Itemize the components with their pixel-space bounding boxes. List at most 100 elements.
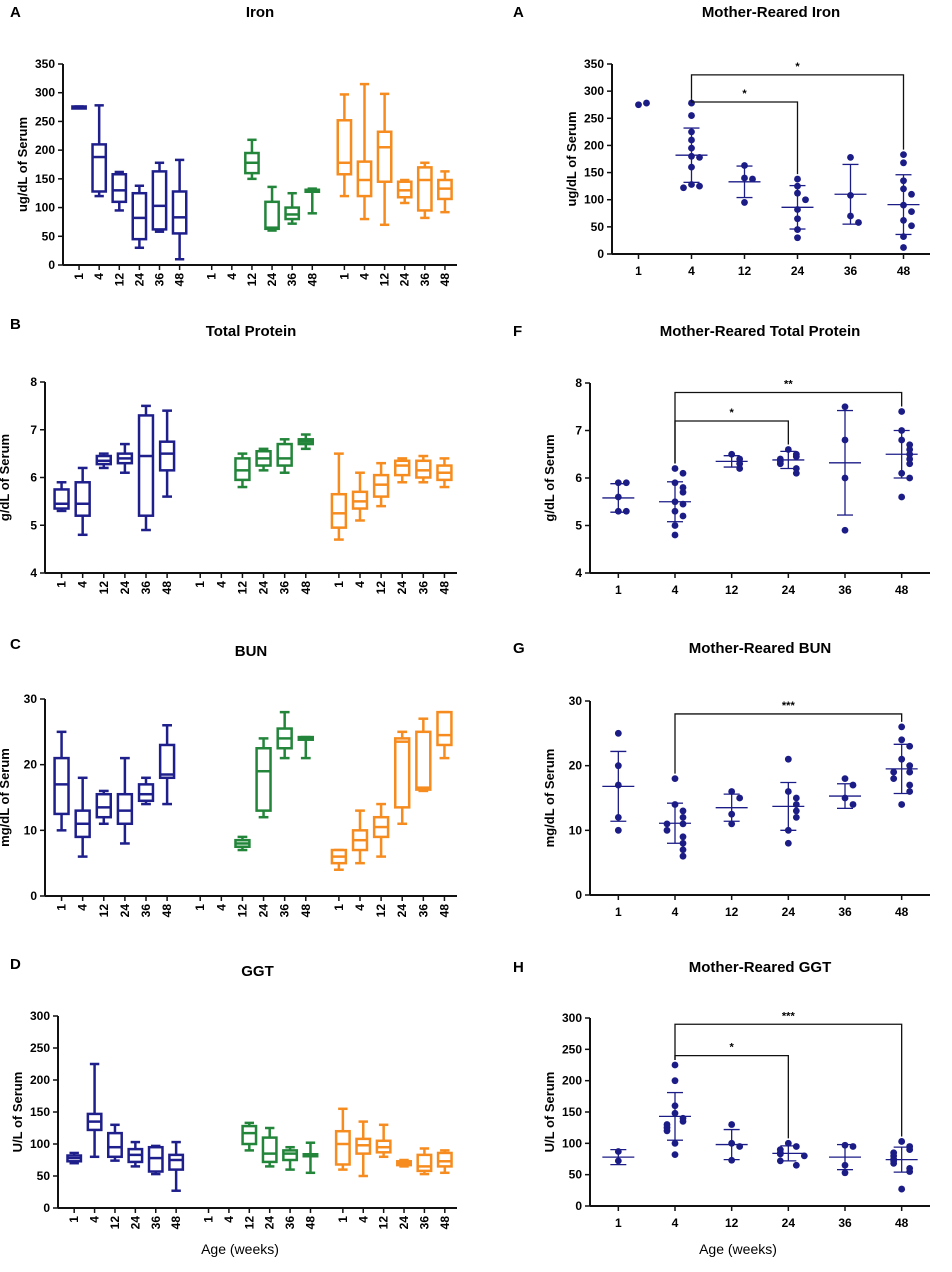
panel-letter: G bbox=[513, 640, 525, 657]
box-plot bbox=[74, 776, 91, 858]
x-tick-label: 36 bbox=[838, 905, 852, 919]
data-point bbox=[614, 826, 622, 834]
box-iqr bbox=[264, 200, 280, 231]
box-plot bbox=[376, 92, 393, 227]
x-tick-label: 1 bbox=[202, 1216, 216, 1223]
data-point bbox=[900, 177, 907, 185]
x-tick-label: 24 bbox=[128, 1216, 142, 1230]
box-iqr bbox=[276, 442, 293, 467]
box-plot bbox=[356, 82, 373, 221]
significance-bracket bbox=[674, 713, 903, 774]
box-plot bbox=[66, 1151, 83, 1165]
x-tick-label: 48 bbox=[173, 273, 187, 287]
x-tick-label: 48 bbox=[299, 581, 313, 595]
data-point bbox=[898, 436, 906, 444]
x-tick-label: 24 bbox=[791, 264, 805, 278]
box-plot bbox=[116, 442, 134, 474]
data-point bbox=[671, 1139, 679, 1147]
x-tick-label: 24 bbox=[118, 904, 132, 918]
data-point bbox=[900, 216, 907, 224]
data-point bbox=[906, 1146, 914, 1153]
data-point bbox=[614, 479, 622, 487]
y-tick-label: 10 bbox=[24, 823, 38, 837]
x-tick-label: 24 bbox=[132, 273, 146, 287]
y-tick-label: 300 bbox=[584, 84, 604, 98]
x-tick-label: 4 bbox=[214, 904, 228, 911]
x-tick-label: 48 bbox=[160, 904, 174, 918]
y-tick-label: 100 bbox=[35, 201, 55, 215]
box-plot bbox=[334, 1107, 351, 1171]
box-plot bbox=[416, 1147, 433, 1176]
box-iqr bbox=[334, 1129, 351, 1166]
y-tick-label: 4 bbox=[575, 566, 582, 580]
box-plot bbox=[244, 138, 260, 181]
x-tick-label: 1 bbox=[205, 273, 219, 280]
y-tick-label: 20 bbox=[24, 758, 38, 772]
data-point bbox=[696, 182, 703, 190]
data-point bbox=[679, 500, 687, 508]
significance-bracket bbox=[690, 98, 799, 175]
box-iqr bbox=[416, 1153, 433, 1173]
data-point bbox=[741, 199, 748, 206]
data-point bbox=[671, 1077, 679, 1085]
y-axis-title: U/L of Serum bbox=[542, 1072, 557, 1153]
x-tick-label: 4 bbox=[356, 1216, 370, 1223]
chart-title: GGT bbox=[241, 963, 274, 980]
box-iqr bbox=[336, 119, 353, 176]
box-plot bbox=[53, 730, 70, 832]
x-tick-label: 12 bbox=[97, 904, 111, 918]
data-point bbox=[736, 1143, 744, 1150]
x-tick-label: 24 bbox=[265, 273, 279, 287]
data-point bbox=[890, 1159, 898, 1167]
data-point bbox=[635, 101, 642, 109]
y-tick-label: 0 bbox=[575, 888, 582, 902]
x-tick-label: 12 bbox=[725, 905, 739, 919]
x-tick-label: 36 bbox=[838, 583, 852, 597]
x-tick-label: 4 bbox=[353, 581, 367, 588]
data-point bbox=[849, 781, 857, 789]
y-tick-label: 200 bbox=[562, 1074, 582, 1088]
data-point bbox=[855, 219, 862, 226]
chart-title: Iron bbox=[246, 4, 274, 21]
data-point bbox=[849, 801, 857, 808]
box-iqr bbox=[171, 190, 188, 235]
y-tick-label: 300 bbox=[30, 1009, 50, 1023]
data-point bbox=[906, 460, 914, 468]
box-plot bbox=[137, 404, 155, 532]
box-iqr bbox=[116, 792, 134, 826]
data-point bbox=[614, 729, 622, 737]
chart-protein-scatter: 4 5 6 7 8 g/dL of Serum Mother-Reared Total Pr… bbox=[513, 323, 930, 597]
y-axis-title: U/L of Serum bbox=[10, 1072, 25, 1153]
box-plot bbox=[396, 1158, 413, 1168]
data-point bbox=[614, 762, 622, 770]
data-point bbox=[728, 1139, 736, 1147]
y-tick-label: 30 bbox=[24, 692, 38, 706]
box-plot bbox=[396, 178, 413, 205]
box-plot bbox=[297, 433, 314, 451]
x-tick-label: 36 bbox=[139, 904, 153, 918]
x-tick-label: 48 bbox=[895, 583, 909, 597]
data-point bbox=[671, 1102, 679, 1110]
data-point bbox=[688, 181, 695, 188]
y-tick-label: 300 bbox=[562, 1011, 582, 1025]
data-point bbox=[900, 185, 907, 193]
box-plot bbox=[336, 93, 353, 198]
data-point bbox=[847, 212, 854, 220]
box-iqr bbox=[137, 414, 155, 517]
data-point bbox=[794, 226, 801, 233]
box-plot bbox=[304, 187, 321, 215]
box-iqr bbox=[74, 481, 91, 517]
data-point bbox=[671, 522, 679, 529]
box-plot bbox=[375, 1123, 392, 1159]
box-plot bbox=[302, 1141, 319, 1175]
data-point bbox=[906, 1168, 914, 1175]
chart-iron-scatter: 0 50 100 150 200 250 300 350 ug/dL of Serum Mothe… bbox=[513, 4, 930, 278]
box-iqr bbox=[416, 166, 433, 212]
x-tick-label: 48 bbox=[897, 264, 911, 278]
x-tick-label: 12 bbox=[377, 1216, 391, 1230]
box-iqr bbox=[168, 1153, 185, 1171]
y-tick-label: 10 bbox=[569, 823, 583, 837]
data-point bbox=[784, 1139, 792, 1147]
x-tick-label: 24 bbox=[397, 1216, 411, 1230]
chart-title: Mother-Reared Total Protein bbox=[660, 323, 861, 340]
